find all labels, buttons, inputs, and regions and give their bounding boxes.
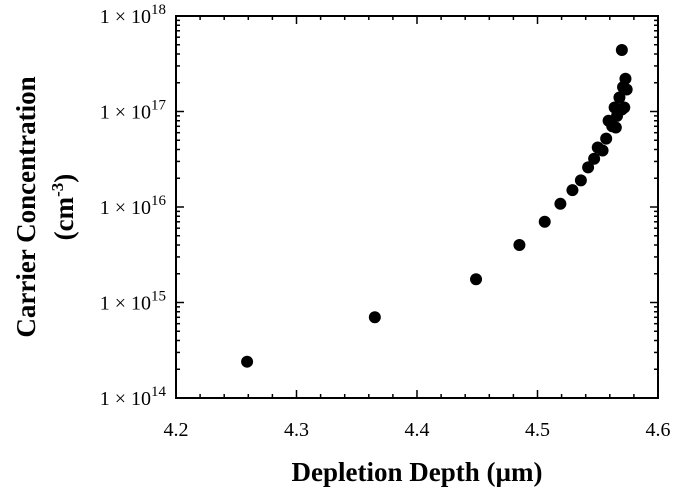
x-tick-label: 4.2 — [164, 419, 189, 441]
data-points — [241, 44, 633, 368]
y-tick-label-exp: 16 — [151, 193, 167, 209]
data-point — [619, 72, 632, 85]
x-tick-label: 4.4 — [405, 419, 430, 441]
data-point — [582, 161, 595, 174]
y-axis-unit-sup: -3 — [48, 183, 67, 197]
y-tick-label-exp: 15 — [151, 289, 166, 305]
data-point — [513, 239, 526, 252]
x-tick-label: 4.3 — [284, 419, 309, 441]
data-point — [241, 355, 254, 368]
data-point — [620, 83, 633, 96]
y-tick-label: 1 × 1015 — [100, 289, 166, 315]
axis-ticks — [175, 15, 659, 399]
data-point — [588, 152, 601, 165]
y-tick-label-base: 1 × 10 — [100, 388, 151, 410]
data-point — [538, 215, 551, 228]
data-point — [609, 121, 622, 134]
data-point — [470, 273, 483, 286]
y-axis-title-line2: (cm-3) — [48, 174, 79, 241]
plot-frame — [175, 15, 659, 399]
data-point — [596, 144, 609, 157]
y-axis-unit-base: (cm — [49, 196, 79, 240]
x-tick-label: 4.5 — [525, 419, 550, 441]
y-axis-unit-end: ) — [49, 174, 79, 183]
y-tick-label-exp: 17 — [151, 98, 167, 114]
y-tick-label: 1 × 1017 — [100, 98, 167, 124]
y-tick-label-base: 1 × 10 — [100, 6, 151, 28]
data-point — [554, 197, 567, 210]
data-point — [600, 132, 613, 145]
y-tick-label-base: 1 × 10 — [100, 197, 151, 219]
y-tick-label-exp: 14 — [151, 384, 167, 400]
y-tick-label: 1 × 1018 — [100, 2, 166, 28]
x-tick-labels: 4.2 4.3 4.4 4.5 4.6 — [164, 419, 671, 441]
x-axis-title: Depletion Depth (µm) — [291, 457, 542, 487]
y-axis-title-line1: Carrier Concentration — [11, 76, 41, 337]
y-tick-label: 1 × 1016 — [100, 193, 167, 219]
data-point — [618, 101, 631, 114]
y-axis-title: Carrier Concentration (cm-3) — [11, 76, 79, 337]
y-tick-label-exp: 18 — [151, 2, 166, 18]
y-tick-label: 1 × 1014 — [100, 384, 167, 410]
data-point — [615, 44, 628, 57]
y-tick-label-base: 1 × 10 — [100, 102, 151, 124]
data-point — [368, 311, 381, 324]
x-tick-label: 4.6 — [646, 419, 671, 441]
data-point — [566, 184, 579, 197]
data-point — [613, 91, 626, 104]
y-tick-label-base: 1 × 10 — [100, 293, 151, 315]
data-point — [574, 174, 587, 187]
